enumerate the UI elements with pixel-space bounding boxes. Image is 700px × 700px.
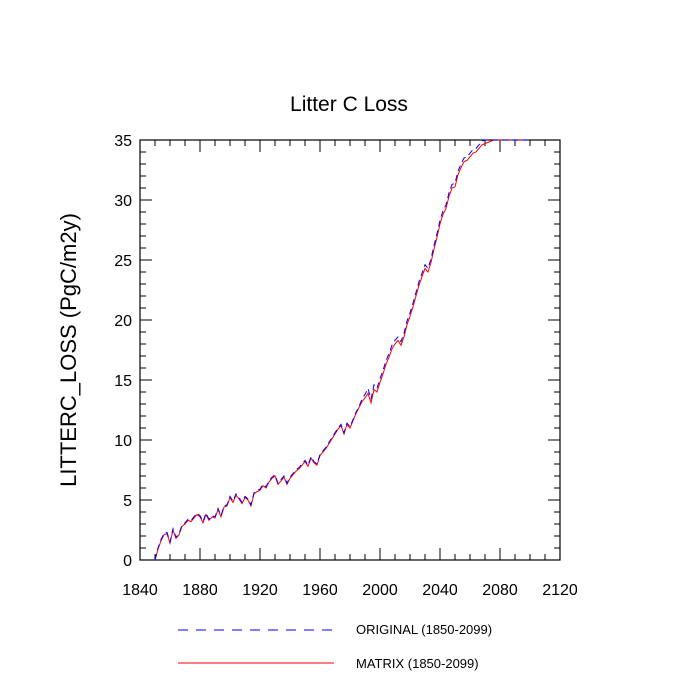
y-tick-label-25: 25 [114,253,132,270]
y-tick-label-5: 5 [123,493,132,510]
x-tick-label-1920: 1920 [242,582,278,599]
x-tick-label-2000: 2000 [362,582,398,599]
axis-tick-labels: 1840 1880 1920 1960 2000 2040 2080 2120 0 5 10 15 20… [114,133,578,599]
series-line-original [154,139,529,561]
x-tick-label-2040: 2040 [422,582,458,599]
x-tick-label-1880: 1880 [182,582,218,599]
y-axis-label: LITTERC_LOSS (PgC/m2y) [56,213,81,487]
x-tick-label-1960: 1960 [302,582,338,599]
legend-label-original: ORIGINAL (1850-2099) [356,622,492,637]
axis-ticks [139,139,561,561]
y-tick-label-10: 10 [114,433,132,450]
legend-label-matrix: MATRIX (1850-2099) [356,656,479,671]
plot-border [139,139,561,561]
y-tick-label-35: 35 [114,133,132,150]
x-tick-label-1840: 1840 [122,582,158,599]
series-lines [154,139,529,561]
y-tick-label-30: 30 [114,193,132,210]
series-line-matrix [154,139,529,561]
y-tick-label-20: 20 [114,313,132,330]
x-tick-label-2080: 2080 [482,582,518,599]
x-tick-label-2120: 2120 [542,582,578,599]
plot-frame [139,139,561,561]
legend: ORIGINAL (1850-2099) MATRIX (1850-2099) [178,622,492,671]
y-tick-label-0: 0 [123,553,132,570]
chart-title: Litter C Loss [290,93,408,116]
y-tick-label-15: 15 [114,373,132,390]
